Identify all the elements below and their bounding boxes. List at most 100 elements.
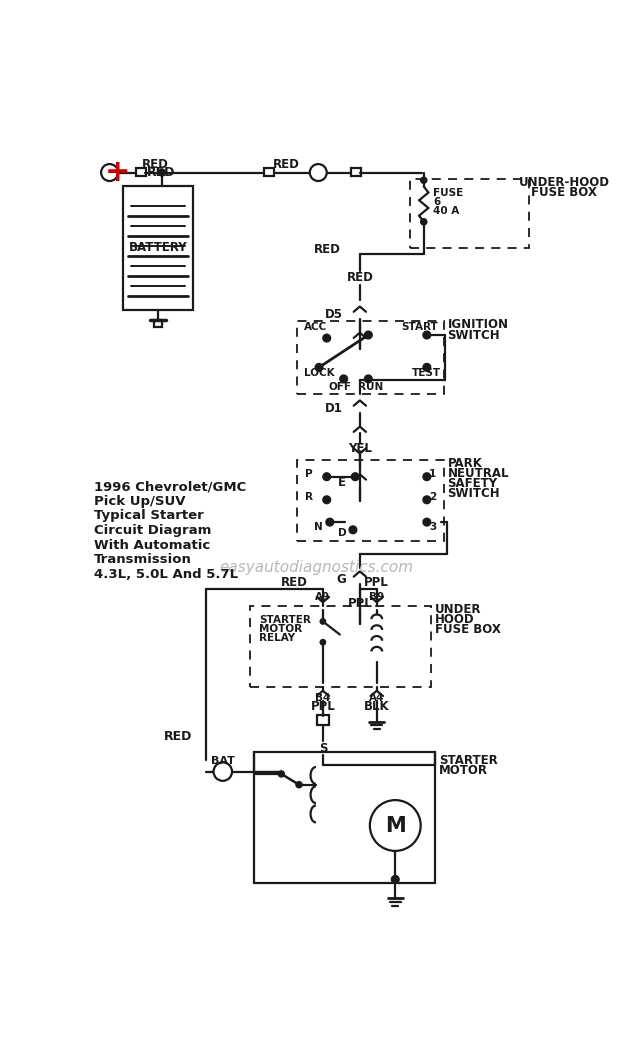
Text: 1: 1 bbox=[429, 469, 436, 478]
Bar bbox=[350, 167, 361, 177]
Circle shape bbox=[323, 496, 331, 503]
Text: Circuit Diagram: Circuit Diagram bbox=[94, 524, 211, 537]
Circle shape bbox=[315, 364, 323, 371]
Text: P: P bbox=[305, 469, 313, 478]
Text: Transmission: Transmission bbox=[94, 553, 192, 567]
Text: S: S bbox=[319, 742, 327, 755]
Text: 40 A: 40 A bbox=[433, 206, 459, 216]
Bar bbox=[297, 460, 444, 541]
Circle shape bbox=[310, 164, 327, 181]
Text: Typical Starter: Typical Starter bbox=[94, 510, 204, 522]
Text: BLK: BLK bbox=[364, 700, 389, 713]
Text: ACC: ACC bbox=[303, 322, 327, 333]
Text: RED: RED bbox=[347, 270, 373, 284]
Bar bbox=[265, 167, 274, 177]
Circle shape bbox=[214, 762, 232, 781]
Text: 4.3L, 5.0L And 5.7L: 4.3L, 5.0L And 5.7L bbox=[94, 568, 239, 581]
Bar bbox=[136, 167, 146, 177]
Bar bbox=[124, 186, 193, 310]
Circle shape bbox=[278, 771, 284, 777]
Text: PPL: PPL bbox=[347, 597, 372, 610]
Text: RED: RED bbox=[146, 166, 175, 179]
Text: D1: D1 bbox=[325, 401, 343, 415]
Text: RUN: RUN bbox=[358, 382, 383, 392]
Circle shape bbox=[365, 331, 372, 339]
Circle shape bbox=[340, 375, 347, 383]
Text: +: + bbox=[104, 158, 130, 187]
Circle shape bbox=[323, 334, 331, 342]
Text: D: D bbox=[337, 528, 346, 538]
Text: UNDER-HOOD: UNDER-HOOD bbox=[519, 176, 609, 189]
Circle shape bbox=[158, 170, 166, 176]
Text: 6: 6 bbox=[433, 197, 440, 207]
Text: E: E bbox=[338, 475, 346, 489]
Circle shape bbox=[423, 496, 431, 503]
Text: BAT: BAT bbox=[211, 756, 235, 765]
Text: Pick Up/SUV: Pick Up/SUV bbox=[94, 495, 185, 508]
Circle shape bbox=[320, 619, 326, 624]
Circle shape bbox=[349, 526, 357, 534]
Text: B9: B9 bbox=[369, 592, 384, 602]
Circle shape bbox=[365, 375, 372, 383]
Circle shape bbox=[423, 364, 431, 371]
Bar bbox=[255, 752, 435, 883]
Text: UNDER: UNDER bbox=[434, 603, 481, 617]
Circle shape bbox=[352, 473, 359, 480]
Text: easyautodiagnostics.com: easyautodiagnostics.com bbox=[219, 561, 414, 575]
Text: START: START bbox=[401, 322, 438, 333]
Text: HOOD: HOOD bbox=[434, 614, 474, 626]
Text: 3: 3 bbox=[429, 522, 436, 531]
Text: RED: RED bbox=[281, 576, 308, 590]
Circle shape bbox=[323, 473, 331, 480]
Text: OFF: OFF bbox=[328, 382, 351, 392]
Text: STARTER: STARTER bbox=[439, 754, 498, 766]
Text: A4: A4 bbox=[369, 693, 384, 703]
Text: YEL: YEL bbox=[348, 442, 372, 456]
Circle shape bbox=[320, 640, 326, 645]
Bar bbox=[317, 714, 329, 726]
Circle shape bbox=[101, 164, 118, 181]
Text: N: N bbox=[315, 522, 323, 531]
Text: LOCK: LOCK bbox=[303, 368, 334, 378]
Circle shape bbox=[421, 218, 427, 225]
Text: RED: RED bbox=[273, 158, 300, 172]
Text: MOTOR: MOTOR bbox=[259, 624, 302, 634]
Circle shape bbox=[370, 800, 421, 851]
Text: BATTERY: BATTERY bbox=[129, 241, 187, 255]
Text: IGNITION: IGNITION bbox=[447, 318, 509, 332]
Circle shape bbox=[421, 177, 427, 183]
Circle shape bbox=[423, 473, 431, 480]
Text: RED: RED bbox=[142, 158, 169, 172]
Text: STARTER: STARTER bbox=[259, 615, 311, 625]
Text: TEST: TEST bbox=[412, 368, 441, 378]
Text: FUSE: FUSE bbox=[433, 187, 464, 198]
Text: G: G bbox=[336, 573, 346, 586]
Text: SWITCH: SWITCH bbox=[447, 487, 500, 500]
Text: SAFETY: SAFETY bbox=[447, 477, 497, 490]
Text: With Automatic: With Automatic bbox=[94, 539, 211, 551]
Circle shape bbox=[296, 782, 302, 787]
Text: RED: RED bbox=[164, 730, 192, 744]
Circle shape bbox=[391, 876, 399, 883]
Text: A9: A9 bbox=[315, 592, 331, 602]
Text: M: M bbox=[385, 815, 405, 835]
Text: FUSE BOX: FUSE BOX bbox=[531, 186, 597, 199]
Text: MOTOR: MOTOR bbox=[439, 764, 488, 777]
Bar bbox=[154, 320, 162, 327]
Text: NEUTRAL: NEUTRAL bbox=[447, 467, 509, 480]
Text: R: R bbox=[305, 492, 313, 501]
Bar bbox=[250, 606, 431, 686]
Bar bbox=[410, 179, 529, 248]
Circle shape bbox=[423, 331, 431, 339]
Text: SWITCH: SWITCH bbox=[447, 329, 500, 341]
Text: 2: 2 bbox=[429, 492, 436, 501]
Text: B4: B4 bbox=[315, 693, 331, 703]
Text: RELAY: RELAY bbox=[259, 633, 295, 644]
Circle shape bbox=[326, 518, 334, 526]
Text: PPL: PPL bbox=[364, 576, 389, 590]
Text: PPL: PPL bbox=[310, 700, 335, 713]
Text: 1996 Chevrolet/GMC: 1996 Chevrolet/GMC bbox=[94, 480, 247, 493]
Text: PARK: PARK bbox=[447, 458, 483, 470]
Text: FUSE BOX: FUSE BOX bbox=[434, 623, 501, 636]
Circle shape bbox=[423, 518, 431, 526]
